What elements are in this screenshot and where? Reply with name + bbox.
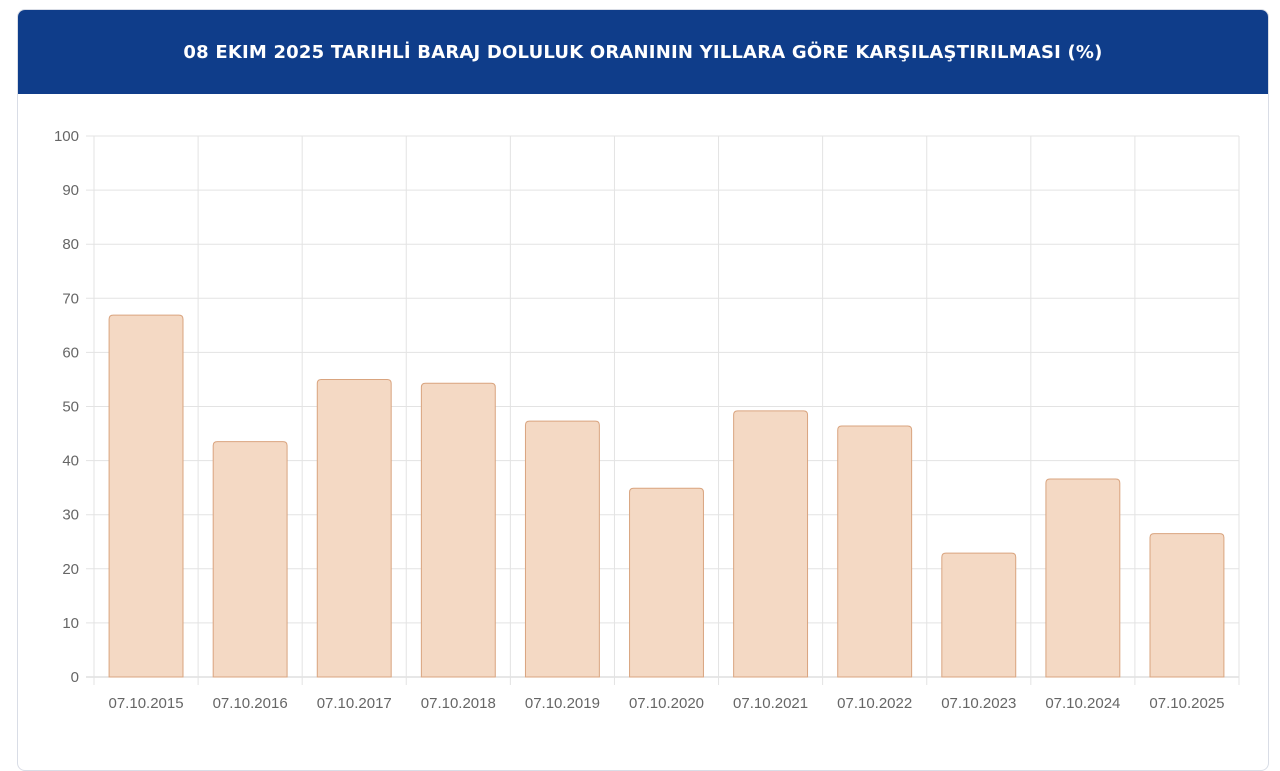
y-tick-label: 100 xyxy=(54,128,79,145)
x-axis-ticks: 07.10.2015 07.10.2016 07.10.2017 07.10.2018… xyxy=(109,695,1225,712)
bar-07.10.2021[interactable] xyxy=(733,410,809,678)
x-tick-label: 07.10.2019 xyxy=(525,695,600,712)
y-tick-label: 20 xyxy=(62,561,79,578)
bar-07.10.2022[interactable] xyxy=(837,425,913,678)
bar-07.10.2025[interactable] xyxy=(1149,533,1225,678)
y-tick-label: 0 xyxy=(71,669,79,686)
y-tick-label: 90 xyxy=(62,182,79,199)
y-tick-label: 60 xyxy=(62,344,79,361)
y-tick-label: 70 xyxy=(62,290,79,307)
x-tick-label: 07.10.2023 xyxy=(941,695,1016,712)
chart-header: 08 EKIM 2025 TARIHLİ BARAJ DOLULUK ORANI… xyxy=(18,10,1268,94)
x-tick-label: 07.10.2016 xyxy=(213,695,288,712)
y-tick-label: 30 xyxy=(62,507,79,524)
x-tick-label: 07.10.2024 xyxy=(1045,695,1120,712)
y-axis-ticks: 0 10 20 30 40 50 60 70 80 90 100 xyxy=(54,128,79,686)
x-tick-label: 07.10.2022 xyxy=(837,695,912,712)
chart-bars xyxy=(108,314,1225,678)
bar-07.10.2015[interactable] xyxy=(108,314,184,678)
x-tick-label: 07.10.2020 xyxy=(629,695,704,712)
y-tick-label: 40 xyxy=(62,453,79,470)
x-tick-label: 07.10.2018 xyxy=(421,695,496,712)
x-tick-label: 07.10.2015 xyxy=(109,695,184,712)
bar-07.10.2024[interactable] xyxy=(1045,478,1121,678)
bar-07.10.2016[interactable] xyxy=(212,441,288,678)
x-tick-label: 07.10.2025 xyxy=(1149,695,1224,712)
bar-07.10.2018[interactable] xyxy=(420,382,496,678)
bar-07.10.2019[interactable] xyxy=(524,420,600,678)
bar-07.10.2023[interactable] xyxy=(941,552,1017,678)
x-tick-label: 07.10.2017 xyxy=(317,695,392,712)
y-tick-label: 10 xyxy=(62,615,79,632)
chart-title: 08 EKIM 2025 TARIHLİ BARAJ DOLULUK ORANI… xyxy=(183,41,1103,63)
y-tick-label: 80 xyxy=(62,236,79,253)
y-tick-label: 50 xyxy=(62,399,79,416)
x-tick-label: 07.10.2021 xyxy=(733,695,808,712)
bar-07.10.2020[interactable] xyxy=(629,487,704,678)
bar-07.10.2017[interactable] xyxy=(316,378,392,678)
